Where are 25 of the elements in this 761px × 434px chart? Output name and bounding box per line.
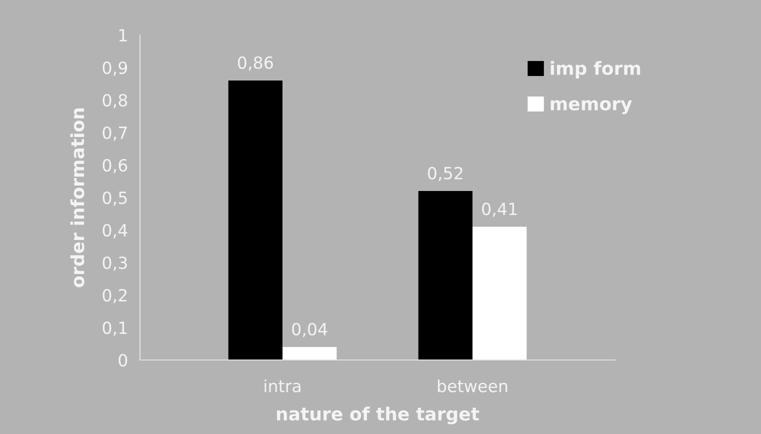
- bar: [418, 191, 472, 360]
- data-label: 0,52: [428, 166, 462, 182]
- y-tick-label: 0,8: [102, 94, 128, 108]
- legend-label: memory: [550, 100, 632, 114]
- x-tick-label: between: [438, 379, 508, 392]
- y-tick-label: 0,6: [102, 158, 128, 174]
- legend-label: imp form: [550, 61, 640, 78]
- bar: [228, 80, 282, 360]
- y-tick-label: 0: [118, 354, 128, 367]
- data-label: 0,04: [292, 322, 328, 338]
- y-tick-label: 0,4: [102, 224, 128, 238]
- y-tick-label: 0,9: [102, 61, 128, 76]
- y-tick-label: 0,7: [102, 126, 127, 141]
- x-axis-title: nature of the target: [277, 406, 480, 424]
- y-tick-label: 0,2: [102, 288, 127, 304]
- bar: [472, 226, 527, 360]
- y-tick-label: 0,1: [102, 321, 127, 336]
- y-tick-label: 1: [119, 29, 127, 42]
- y-tick-label: 0,5: [102, 191, 127, 206]
- data-label: 0,41: [482, 202, 517, 217]
- bar: [282, 347, 337, 360]
- data-label: 0,86: [238, 56, 273, 71]
- y-tick-label: 0,3: [102, 256, 127, 271]
- x-tick-label: intra: [264, 379, 300, 392]
- y-axis-title: order information: [70, 108, 84, 288]
